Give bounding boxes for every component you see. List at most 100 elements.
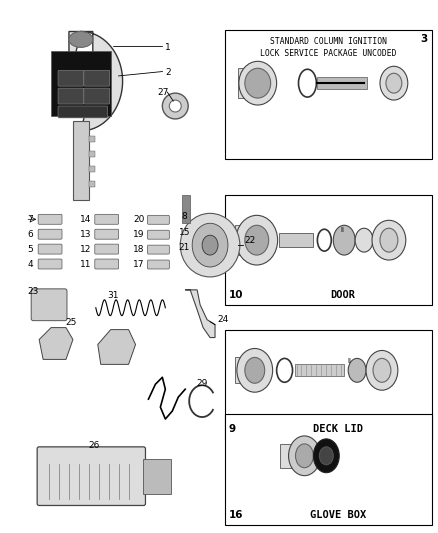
Text: STANDARD COLUMN IGNITION: STANDARD COLUMN IGNITION bbox=[270, 37, 387, 46]
Text: 7: 7 bbox=[28, 215, 33, 224]
Text: 17: 17 bbox=[133, 260, 145, 269]
FancyBboxPatch shape bbox=[31, 289, 67, 321]
Ellipse shape bbox=[355, 228, 373, 252]
Text: 19: 19 bbox=[133, 230, 145, 239]
FancyBboxPatch shape bbox=[84, 70, 110, 86]
Text: 22: 22 bbox=[245, 236, 256, 245]
Text: II: II bbox=[347, 358, 351, 365]
Text: 26: 26 bbox=[88, 441, 99, 450]
Bar bbox=[235, 225, 257, 255]
Ellipse shape bbox=[69, 31, 93, 47]
FancyBboxPatch shape bbox=[148, 245, 170, 254]
Ellipse shape bbox=[239, 61, 277, 105]
FancyBboxPatch shape bbox=[148, 260, 170, 269]
Text: 20: 20 bbox=[133, 215, 145, 224]
FancyBboxPatch shape bbox=[38, 259, 62, 269]
Bar bbox=[279, 233, 314, 247]
FancyBboxPatch shape bbox=[38, 244, 62, 254]
Ellipse shape bbox=[386, 73, 402, 93]
Text: 15: 15 bbox=[178, 228, 190, 237]
Bar bbox=[182, 196, 190, 223]
Ellipse shape bbox=[236, 215, 278, 265]
Text: .: . bbox=[166, 43, 169, 52]
FancyBboxPatch shape bbox=[95, 259, 119, 269]
Ellipse shape bbox=[298, 69, 316, 97]
Ellipse shape bbox=[333, 225, 355, 255]
Ellipse shape bbox=[373, 358, 391, 382]
FancyBboxPatch shape bbox=[84, 88, 110, 104]
Ellipse shape bbox=[318, 229, 331, 251]
Text: 24: 24 bbox=[217, 315, 228, 324]
Bar bbox=[238, 68, 258, 98]
Polygon shape bbox=[73, 121, 89, 200]
Bar bbox=[89, 181, 95, 187]
Polygon shape bbox=[185, 290, 215, 337]
Ellipse shape bbox=[170, 100, 181, 112]
Text: 9: 9 bbox=[229, 424, 236, 434]
Text: DOOR: DOOR bbox=[331, 290, 356, 300]
Bar bbox=[89, 166, 95, 172]
Text: 6: 6 bbox=[28, 230, 33, 239]
Bar bbox=[89, 151, 95, 157]
Text: 16: 16 bbox=[229, 511, 244, 520]
Text: GLOVE BOX: GLOVE BOX bbox=[310, 511, 366, 520]
Ellipse shape bbox=[314, 439, 339, 473]
Ellipse shape bbox=[245, 225, 268, 255]
FancyBboxPatch shape bbox=[95, 244, 119, 254]
Bar bbox=[225, 29, 431, 159]
Text: 12: 12 bbox=[81, 245, 92, 254]
Ellipse shape bbox=[380, 66, 408, 100]
FancyBboxPatch shape bbox=[37, 447, 145, 505]
FancyBboxPatch shape bbox=[38, 229, 62, 239]
Ellipse shape bbox=[366, 351, 398, 390]
Text: LOCK SERVICE PACKAGE UNCODED: LOCK SERVICE PACKAGE UNCODED bbox=[260, 50, 396, 59]
Ellipse shape bbox=[380, 228, 398, 252]
Text: 11: 11 bbox=[80, 260, 92, 269]
Text: 21: 21 bbox=[179, 243, 190, 252]
Text: 2: 2 bbox=[165, 68, 171, 77]
Text: 27: 27 bbox=[158, 88, 169, 97]
Bar bbox=[89, 136, 95, 142]
Text: 23: 23 bbox=[27, 287, 39, 296]
Ellipse shape bbox=[41, 296, 57, 314]
Bar bbox=[279, 444, 297, 468]
Ellipse shape bbox=[372, 220, 406, 260]
FancyBboxPatch shape bbox=[148, 230, 170, 239]
FancyBboxPatch shape bbox=[148, 215, 170, 224]
Ellipse shape bbox=[202, 235, 218, 255]
Text: 5: 5 bbox=[28, 245, 33, 254]
Bar bbox=[144, 459, 171, 494]
Ellipse shape bbox=[245, 68, 271, 98]
Ellipse shape bbox=[192, 223, 228, 267]
Ellipse shape bbox=[108, 338, 126, 357]
Ellipse shape bbox=[277, 358, 293, 382]
FancyBboxPatch shape bbox=[95, 214, 119, 224]
Text: 4: 4 bbox=[28, 260, 33, 269]
FancyBboxPatch shape bbox=[95, 229, 119, 239]
Ellipse shape bbox=[237, 349, 273, 392]
Ellipse shape bbox=[319, 447, 333, 465]
Ellipse shape bbox=[289, 436, 320, 475]
Bar bbox=[294, 365, 344, 376]
FancyBboxPatch shape bbox=[38, 214, 62, 224]
Text: 10: 10 bbox=[229, 290, 244, 300]
Text: DECK LID: DECK LID bbox=[313, 424, 363, 434]
Ellipse shape bbox=[180, 213, 240, 277]
FancyBboxPatch shape bbox=[58, 88, 84, 104]
Ellipse shape bbox=[162, 93, 188, 119]
Text: 31: 31 bbox=[107, 291, 118, 300]
Polygon shape bbox=[98, 329, 135, 365]
Bar bbox=[318, 77, 367, 89]
Polygon shape bbox=[51, 51, 111, 116]
Ellipse shape bbox=[296, 444, 314, 468]
Text: 3: 3 bbox=[420, 35, 427, 44]
Bar bbox=[225, 414, 431, 526]
Text: II: II bbox=[340, 227, 344, 233]
Text: 13: 13 bbox=[80, 230, 92, 239]
FancyBboxPatch shape bbox=[58, 70, 84, 86]
Text: 8: 8 bbox=[181, 212, 187, 221]
FancyBboxPatch shape bbox=[58, 106, 108, 118]
Polygon shape bbox=[39, 328, 73, 359]
Text: 29: 29 bbox=[196, 379, 208, 388]
Ellipse shape bbox=[245, 358, 265, 383]
